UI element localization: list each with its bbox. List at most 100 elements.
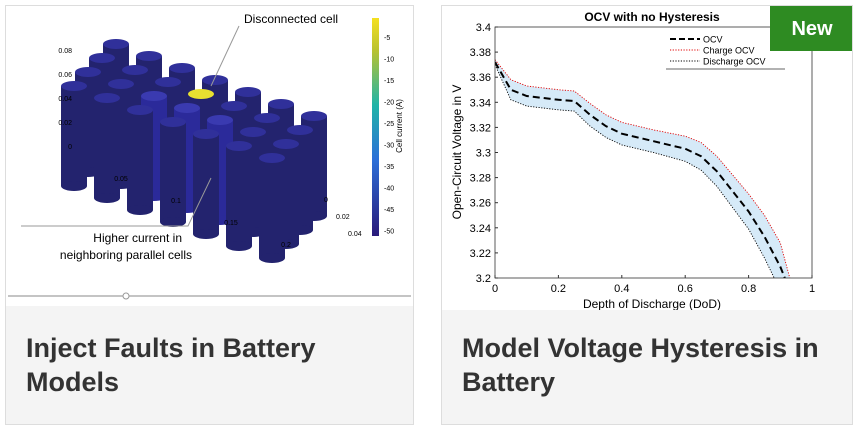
y-tick-label: 3.4 — [476, 22, 491, 34]
cell-top — [240, 127, 266, 137]
cell-top — [127, 105, 153, 115]
cell-bottom — [160, 217, 186, 227]
y-tick-label: 3.28 — [470, 173, 491, 185]
z-tick-label: 0 — [68, 144, 72, 151]
y-tick-label: 3.22 — [470, 248, 491, 260]
cell-top — [226, 141, 252, 151]
legend-label: Discharge OCV — [703, 57, 766, 67]
y-tick-label: 3.2 — [476, 273, 491, 285]
cell-bottom — [193, 229, 219, 239]
x-tick-label: 0.15 — [224, 220, 238, 227]
y-tick-label: 3.24 — [470, 223, 491, 235]
x-tick-label: 0.05 — [114, 176, 128, 183]
cell-top — [259, 153, 285, 163]
y-tick-label: 0.02 — [336, 214, 350, 221]
legend-label: OCV — [703, 35, 723, 45]
cell-top — [254, 113, 280, 123]
series-line — [495, 59, 791, 278]
x-tick-label: 0.1 — [171, 198, 181, 205]
colorbar-tick-label: -20 — [384, 100, 394, 107]
series-line — [495, 64, 775, 278]
cell-top — [268, 99, 294, 109]
x-tick-label: 0.2 — [281, 242, 291, 249]
annotation: neighboring parallel cells — [60, 248, 192, 262]
colorbar-tick-label: -5 — [384, 35, 390, 42]
cell-top — [75, 67, 101, 77]
x-tick-label: 0.2 — [551, 283, 566, 295]
cell-body — [193, 134, 219, 234]
cell-bottom — [259, 253, 285, 263]
x-tick-label: 0.6 — [678, 283, 693, 295]
card[interactable]: Disconnected cell Higher current in neig… — [5, 5, 414, 425]
cell-body — [226, 146, 252, 246]
y-tick-label: 3.3 — [476, 148, 491, 160]
legend-label: Charge OCV — [703, 46, 755, 56]
cell-bottom — [127, 205, 153, 215]
cell-top — [174, 103, 200, 113]
colorbar-tick-label: -40 — [384, 186, 394, 193]
cell-top — [188, 89, 214, 99]
chart-title: OCV with no Hysteresis — [584, 10, 720, 24]
colorbar-tick-label: -10 — [384, 57, 394, 64]
ocv-chart: OCV with no Hysteresis Depth of Discharg… — [442, 6, 852, 310]
cell-top — [169, 63, 195, 73]
annotation: Disconnected cell — [244, 12, 338, 26]
cell-body — [94, 98, 120, 198]
cell-top — [103, 39, 129, 49]
annotation: Higher current in — [93, 231, 182, 245]
z-tick-label: 0.04 — [58, 96, 72, 103]
cell-top — [221, 101, 247, 111]
callout-line — [21, 177, 212, 227]
cell-body — [259, 158, 285, 258]
x-tick-label: 0.8 — [741, 283, 756, 295]
colorbar-tick-label: -30 — [384, 143, 394, 150]
card-title[interactable]: Inject Faults in Battery Models — [26, 333, 316, 397]
colorbar-tick-label: -25 — [384, 121, 394, 128]
y-tick-label: 3.34 — [470, 97, 491, 109]
cell-top — [61, 81, 87, 91]
slider-dot[interactable] — [122, 292, 130, 300]
cell-body — [127, 110, 153, 210]
colorbar-tick-label: -35 — [384, 164, 394, 171]
cell-top — [207, 115, 233, 125]
cell-top — [94, 93, 120, 103]
y-tick-label: 3.32 — [470, 122, 491, 134]
cell-top — [301, 111, 327, 121]
cell-top — [273, 139, 299, 149]
cell-top — [122, 65, 148, 75]
card-title[interactable]: Model Voltage Hysteresis in Battery — [462, 333, 819, 397]
fault-figure: Disconnected cell Higher current in neig… — [6, 6, 413, 306]
z-tick-label: 0.02 — [58, 120, 72, 127]
y-tick-label: 3.36 — [470, 72, 491, 84]
page: Disconnected cell Higher current in neig… — [5, 5, 853, 425]
cell-top — [136, 51, 162, 61]
x-tick-label: 0 — [492, 283, 498, 295]
colorbar-tick-label: -15 — [384, 78, 394, 85]
new-badge — [770, 6, 852, 51]
callout-line — [210, 25, 240, 87]
z-tick-label: 0.08 — [58, 48, 72, 55]
card[interactable]: OCV with no Hysteresis Depth of Discharg… — [441, 5, 853, 425]
cell-top — [235, 87, 261, 97]
colorbar-tick-label: -45 — [384, 207, 394, 214]
cell-body — [61, 86, 87, 186]
y-tick-label: 3.38 — [470, 47, 491, 59]
series-line — [495, 61, 786, 278]
colorbar-label: Cell current (A) — [395, 99, 404, 153]
cell-bottom — [94, 193, 120, 203]
cell-body — [160, 122, 186, 222]
cell-top — [89, 53, 115, 63]
badge-text: New — [791, 18, 833, 40]
cell-top — [141, 91, 167, 101]
x-tick-label: 0.4 — [614, 283, 629, 295]
y-tick-label: 0.04 — [348, 231, 362, 238]
cell-top — [287, 125, 313, 135]
plot-area — [495, 59, 791, 278]
battery-cells — [61, 39, 327, 263]
x-axis-label: Depth of Discharge (DoD) — [583, 297, 721, 310]
cell-top — [160, 117, 186, 127]
cell-bottom — [226, 241, 252, 251]
cell-top — [202, 75, 228, 85]
colorbar — [372, 18, 379, 236]
colorbar-tick-label: -50 — [384, 229, 394, 236]
